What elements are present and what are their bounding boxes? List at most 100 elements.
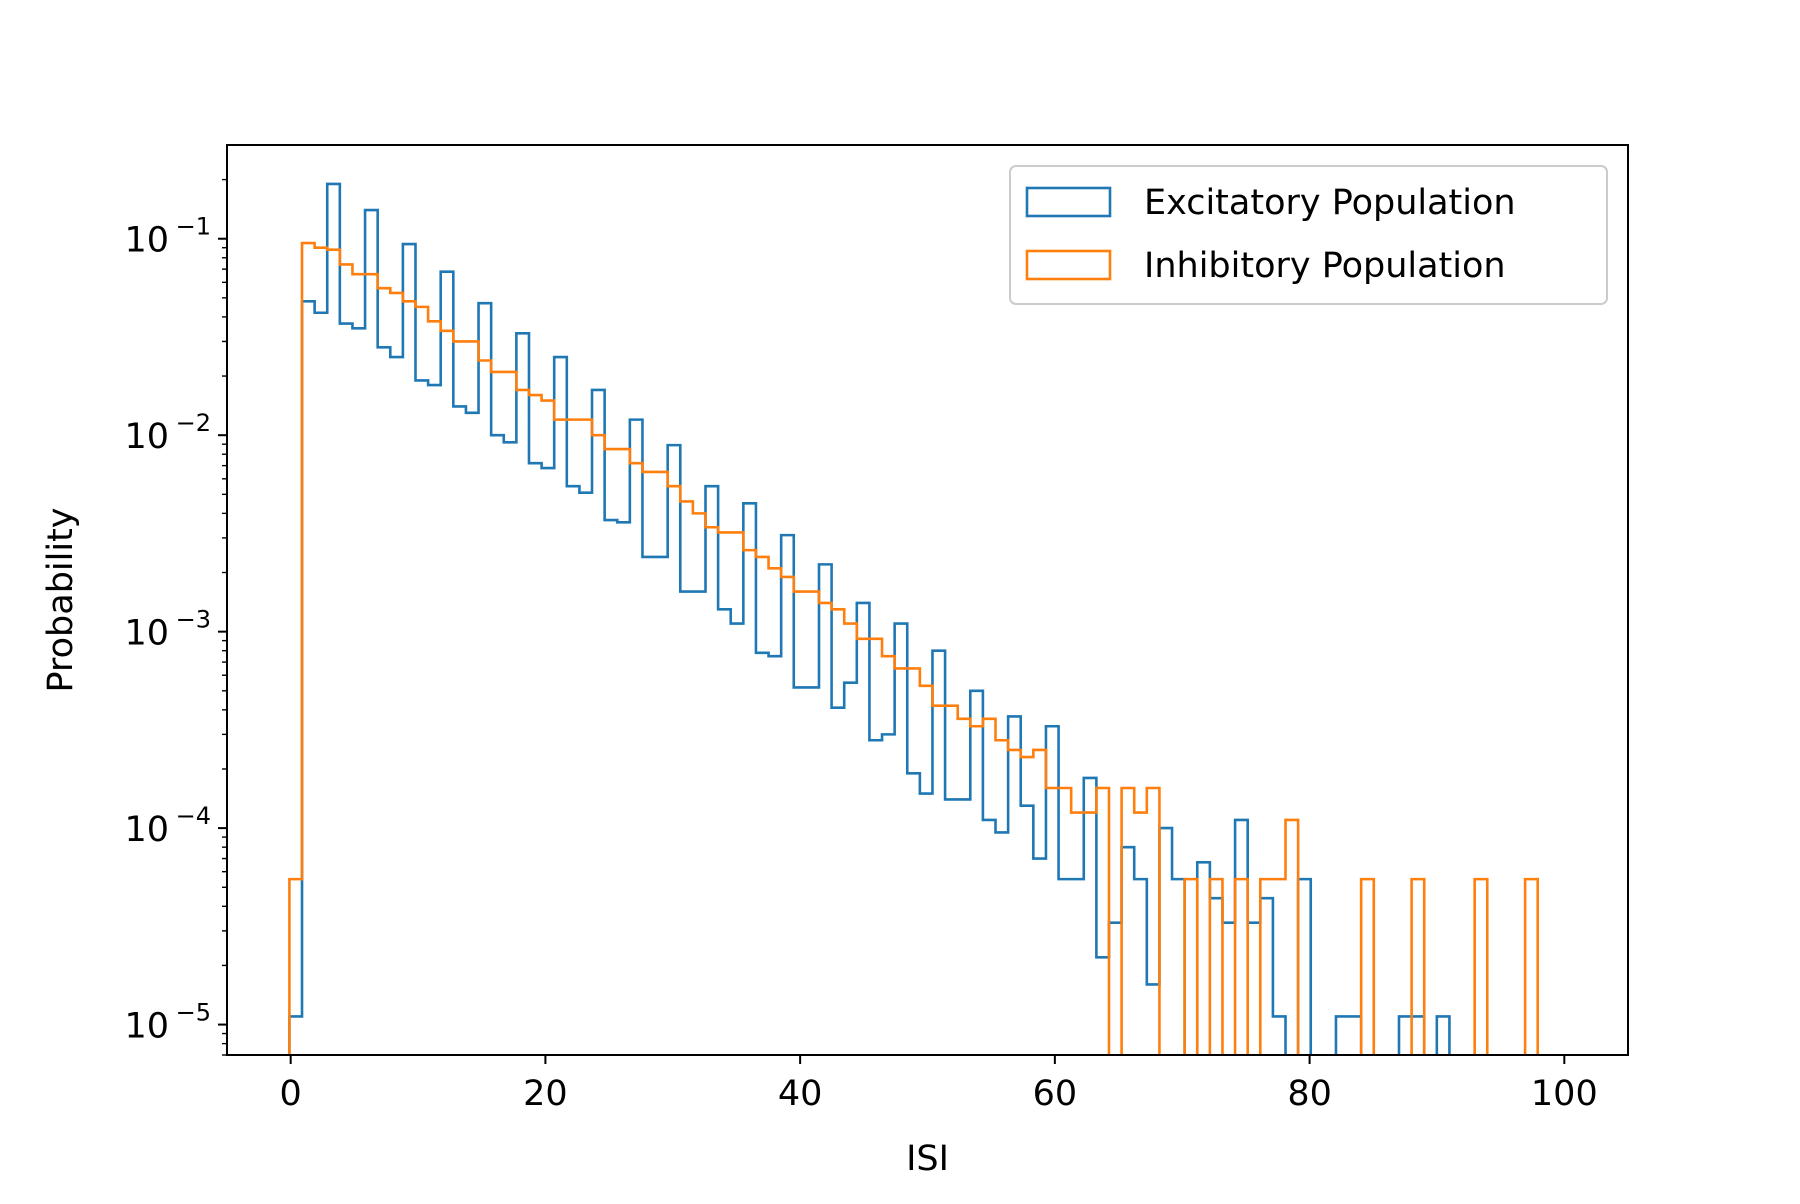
legend-swatch — [1025, 249, 1112, 281]
histogram-bin — [970, 726, 983, 1055]
histogram-bin — [302, 301, 315, 1055]
histogram-bin — [819, 564, 832, 1055]
legend-label: Excitatory Population — [1144, 183, 1516, 223]
histogram-bin — [365, 210, 378, 1055]
histogram-bin — [1235, 879, 1248, 1055]
histogram-bin — [605, 520, 618, 1055]
legend-swatch — [1025, 186, 1112, 218]
histogram-bin — [504, 442, 517, 1055]
histogram-bin — [1210, 898, 1223, 1055]
histogram-bin — [378, 288, 391, 1055]
histogram-bin — [504, 372, 517, 1055]
histogram-bin — [832, 609, 845, 1055]
y-tick-label: 10 — [124, 810, 169, 850]
histogram-bin — [428, 321, 441, 1055]
histogram-bin — [1210, 879, 1223, 1055]
histogram-bin — [516, 390, 529, 1055]
histogram-bin — [529, 463, 542, 1055]
histogram-bin — [327, 250, 340, 1055]
histogram-bin — [1197, 862, 1210, 1055]
histogram-bin — [693, 513, 706, 1055]
histogram-bin — [895, 624, 908, 1055]
histogram-bin — [693, 592, 706, 1055]
histogram-bin — [1412, 1016, 1425, 1055]
histogram-bin — [542, 468, 555, 1055]
histogram-bin — [794, 592, 807, 1055]
histogram-bin — [617, 449, 630, 1055]
histogram-bin — [958, 719, 971, 1055]
histogram-bin — [441, 272, 454, 1055]
x-axis-title: ISI — [906, 1139, 949, 1179]
histogram-bin — [1159, 828, 1172, 1055]
x-tick-label: 60 — [1033, 1074, 1078, 1114]
y-tick-exponent: −3 — [176, 606, 211, 634]
histogram-bin — [706, 486, 719, 1055]
histogram-bin — [1260, 898, 1273, 1055]
histogram-bin — [1033, 859, 1046, 1055]
histogram-bin — [983, 820, 996, 1055]
histogram-bin — [1071, 813, 1084, 1055]
y-tick-label: 10 — [124, 1007, 169, 1047]
histogram-bin — [340, 264, 353, 1055]
histogram-bin — [731, 532, 744, 1055]
histogram-bin — [642, 472, 655, 1055]
y-tick-label: 10 — [124, 417, 169, 457]
series-layer — [288, 182, 1539, 1055]
histogram-bin — [1021, 806, 1034, 1055]
histogram-bin — [378, 347, 391, 1055]
histogram-bin — [352, 274, 365, 1055]
legend: Excitatory Population Inhibitory Populati… — [1009, 165, 1608, 305]
histogram-bin — [1109, 923, 1122, 1055]
legend-box — [1009, 165, 1608, 305]
histogram-bin — [302, 243, 315, 1055]
histogram-bin — [1084, 813, 1097, 1055]
histogram-bin — [1071, 879, 1084, 1055]
histogram-bin — [567, 486, 580, 1055]
x-tick-label: 80 — [1287, 1074, 1332, 1114]
histogram-bin — [1046, 726, 1059, 1055]
histogram-bin — [1096, 788, 1109, 1055]
histogram-bin — [1437, 1016, 1450, 1055]
histogram-bin — [1059, 788, 1072, 1055]
histogram-bin — [352, 328, 365, 1055]
histogram-bin — [466, 413, 479, 1055]
y-tick-exponent: −2 — [176, 409, 211, 437]
histogram-bin — [844, 683, 857, 1055]
histogram-bin — [920, 794, 933, 1055]
histogram-bin — [680, 501, 693, 1055]
histogram-bin — [403, 301, 416, 1055]
histogram-bin — [680, 592, 693, 1055]
x-tick-label: 100 — [1531, 1074, 1598, 1114]
y-axis-title: Probability — [41, 507, 81, 692]
histogram-bin — [1122, 788, 1135, 1055]
histogram-bin — [453, 406, 466, 1055]
histogram-bin — [1235, 820, 1248, 1055]
histogram-bin — [857, 603, 870, 1055]
histogram-bin — [932, 651, 945, 1055]
y-tick-label: 10 — [124, 614, 169, 654]
histogram-bin — [554, 357, 567, 1055]
histogram-bin — [945, 799, 958, 1055]
histogram-bin — [806, 687, 819, 1055]
histogram-bin — [781, 577, 794, 1055]
histogram-bin — [819, 603, 832, 1055]
histogram-bin — [1399, 1016, 1412, 1055]
histogram-bin — [1361, 879, 1374, 1055]
histogram-bin — [1172, 879, 1185, 1055]
histogram-bin — [491, 435, 504, 1055]
histogram-bin — [983, 719, 996, 1055]
histogram-bin — [1134, 813, 1147, 1055]
legend-label: Inhibitory Population — [1144, 246, 1506, 286]
series-outline — [288, 241, 1539, 1055]
histogram-bin — [315, 313, 328, 1055]
histogram-bin — [769, 656, 782, 1055]
histogram-bin — [794, 687, 807, 1055]
histogram-bin — [1412, 879, 1425, 1055]
histogram-bin — [579, 493, 592, 1055]
histogram-bin — [882, 656, 895, 1055]
series-inhibitory — [288, 241, 1539, 1055]
y-tick-exponent: −1 — [176, 213, 211, 241]
histogram-bin — [516, 333, 529, 1055]
histogram-bin — [315, 248, 328, 1055]
